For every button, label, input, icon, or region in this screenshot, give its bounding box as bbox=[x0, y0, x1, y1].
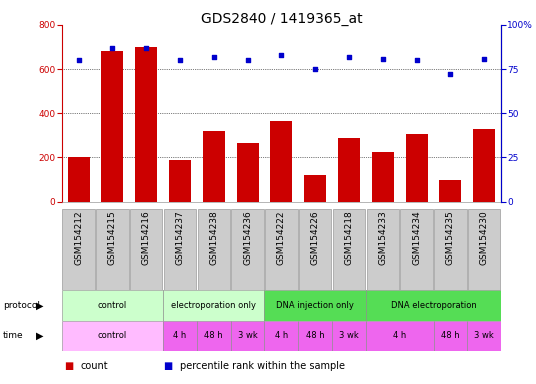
Text: GSM154233: GSM154233 bbox=[378, 210, 388, 265]
Bar bbox=[406, 134, 428, 202]
Point bbox=[480, 55, 488, 61]
Text: ■: ■ bbox=[64, 361, 73, 371]
Text: 3 wk: 3 wk bbox=[339, 331, 359, 341]
Bar bbox=[434, 321, 467, 351]
Bar bbox=[366, 321, 434, 351]
Text: protocol: protocol bbox=[3, 301, 40, 310]
Text: GSM154236: GSM154236 bbox=[243, 210, 252, 265]
Text: time: time bbox=[3, 331, 23, 341]
Bar bbox=[230, 321, 264, 351]
Point bbox=[142, 45, 151, 51]
Text: DNA injection only: DNA injection only bbox=[276, 301, 354, 310]
Bar bbox=[169, 160, 191, 202]
Bar bbox=[440, 180, 461, 202]
Bar bbox=[338, 137, 360, 202]
Text: electroporation only: electroporation only bbox=[172, 301, 256, 310]
Bar bbox=[163, 209, 196, 290]
Bar bbox=[333, 209, 365, 290]
Text: GSM154226: GSM154226 bbox=[311, 210, 319, 265]
Point bbox=[176, 57, 184, 63]
Bar bbox=[372, 152, 394, 202]
Bar bbox=[101, 51, 123, 202]
Text: GDS2840 / 1419365_at: GDS2840 / 1419365_at bbox=[200, 12, 362, 25]
Bar bbox=[130, 209, 162, 290]
Point bbox=[108, 45, 117, 51]
Bar bbox=[236, 143, 258, 202]
Point bbox=[378, 55, 387, 61]
Text: GSM154215: GSM154215 bbox=[108, 210, 117, 265]
Bar bbox=[366, 290, 501, 321]
Bar bbox=[62, 321, 163, 351]
Point bbox=[412, 57, 421, 63]
Point bbox=[277, 52, 286, 58]
Text: count: count bbox=[80, 361, 108, 371]
Bar bbox=[197, 321, 230, 351]
Text: percentile rank within the sample: percentile rank within the sample bbox=[180, 361, 345, 371]
Point bbox=[243, 57, 252, 63]
Text: ▶: ▶ bbox=[36, 300, 44, 310]
Bar bbox=[203, 131, 225, 202]
Bar bbox=[198, 209, 230, 290]
Point bbox=[311, 66, 319, 72]
Bar bbox=[62, 290, 163, 321]
Text: GSM154234: GSM154234 bbox=[412, 210, 421, 265]
Text: 48 h: 48 h bbox=[306, 331, 324, 341]
Text: ▶: ▶ bbox=[36, 331, 44, 341]
Bar bbox=[299, 209, 331, 290]
Text: 48 h: 48 h bbox=[204, 331, 223, 341]
Bar bbox=[304, 175, 326, 202]
Text: 3 wk: 3 wk bbox=[237, 331, 257, 341]
Text: DNA electroporation: DNA electroporation bbox=[391, 301, 477, 310]
Text: ■: ■ bbox=[163, 361, 173, 371]
Bar bbox=[265, 209, 297, 290]
Bar bbox=[299, 321, 332, 351]
Bar bbox=[473, 129, 495, 202]
Bar bbox=[468, 209, 501, 290]
Text: 4 h: 4 h bbox=[275, 331, 288, 341]
Point bbox=[75, 57, 83, 63]
Text: 4 h: 4 h bbox=[393, 331, 406, 341]
Bar bbox=[232, 209, 264, 290]
Point bbox=[345, 54, 353, 60]
Text: GSM154222: GSM154222 bbox=[277, 210, 286, 265]
Bar bbox=[163, 290, 264, 321]
Bar bbox=[68, 157, 90, 202]
Text: GSM154237: GSM154237 bbox=[175, 210, 184, 265]
Text: GSM154218: GSM154218 bbox=[345, 210, 354, 265]
Bar bbox=[332, 321, 366, 351]
Point bbox=[446, 71, 455, 78]
Bar bbox=[271, 121, 293, 202]
Bar bbox=[400, 209, 433, 290]
Text: 4 h: 4 h bbox=[173, 331, 187, 341]
Text: control: control bbox=[98, 301, 127, 310]
Text: GSM154235: GSM154235 bbox=[446, 210, 455, 265]
Text: 3 wk: 3 wk bbox=[474, 331, 494, 341]
Bar bbox=[434, 209, 467, 290]
Bar bbox=[264, 321, 299, 351]
Text: GSM154230: GSM154230 bbox=[480, 210, 489, 265]
Text: GSM154212: GSM154212 bbox=[74, 210, 83, 265]
Bar bbox=[163, 321, 197, 351]
Text: GSM154216: GSM154216 bbox=[142, 210, 151, 265]
Bar bbox=[367, 209, 399, 290]
Text: 48 h: 48 h bbox=[441, 331, 460, 341]
Point bbox=[210, 54, 218, 60]
Text: GSM154238: GSM154238 bbox=[209, 210, 218, 265]
Bar bbox=[96, 209, 129, 290]
Bar bbox=[135, 47, 157, 202]
Bar bbox=[467, 321, 501, 351]
Bar bbox=[62, 209, 95, 290]
Text: control: control bbox=[98, 331, 127, 341]
Bar bbox=[264, 290, 366, 321]
